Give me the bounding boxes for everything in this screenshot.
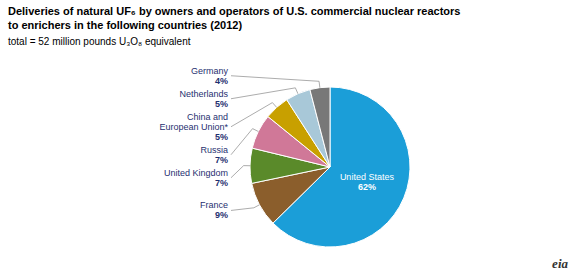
annotation: eia (552, 256, 568, 271)
slice-label: China andEuropean Union* (159, 112, 228, 132)
title: Deliveries of natural UF₆ by owners and … (8, 5, 460, 31)
data-label: 62% (358, 182, 376, 192)
leader-line (231, 205, 259, 211)
data-label: 7% (215, 178, 228, 188)
data-label: 4% (215, 76, 228, 86)
data-label: 5% (215, 132, 228, 142)
slice-label: United Kingdom (164, 168, 228, 178)
leader-line (231, 76, 320, 88)
data-label: 9% (215, 210, 228, 220)
leader-line (231, 166, 250, 178)
data-label: 5% (215, 99, 228, 109)
slice-label: France (200, 200, 228, 210)
slice-label: Russia (200, 145, 228, 155)
slice-label: Germany (191, 66, 229, 76)
chart: Deliveries of natural UF₆ by owners and … (0, 0, 576, 274)
subtitle: total = 52 million pounds U₃O₈ equivalen… (8, 36, 191, 47)
data-label: 7% (215, 155, 228, 165)
pie-slice (310, 87, 330, 167)
leader-line (231, 129, 258, 155)
slice-label: Netherlands (179, 89, 228, 99)
pie (250, 87, 410, 247)
leader-line (231, 103, 277, 127)
slice-label: United States (340, 172, 395, 182)
labels: United States62%France9%United Kingdom7%… (159, 66, 394, 221)
leader-line (231, 88, 298, 99)
